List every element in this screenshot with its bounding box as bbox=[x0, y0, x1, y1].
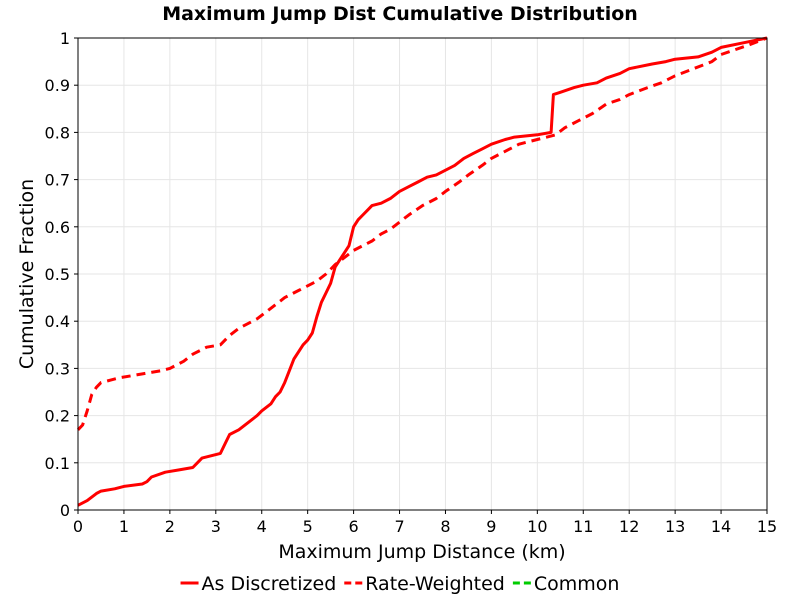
x-tick-label-8: 8 bbox=[440, 517, 450, 536]
x-tick-label-10: 10 bbox=[527, 517, 547, 536]
x-tick-label-2: 2 bbox=[165, 517, 175, 536]
chart-title: Maximum Jump Dist Cumulative Distributio… bbox=[162, 3, 638, 25]
y-tick-label-1: 0.1 bbox=[45, 454, 70, 473]
x-tick-label-7: 7 bbox=[394, 517, 404, 536]
x-tick-label-9: 9 bbox=[486, 517, 496, 536]
y-tick-label-2: 0.2 bbox=[45, 407, 70, 426]
y-tick-label-5: 0.5 bbox=[45, 265, 70, 284]
series-line-2 bbox=[76, 36, 768, 431]
x-tick-label-4: 4 bbox=[257, 517, 267, 536]
x-axis-label: Maximum Jump Distance (km) bbox=[278, 541, 565, 563]
x-tick-label-3: 3 bbox=[211, 517, 221, 536]
legend-label-1: As Discretized bbox=[202, 573, 337, 595]
series-layer bbox=[76, 36, 768, 507]
x-tick-label-6: 6 bbox=[349, 517, 359, 536]
y-tick-label-10: 1 bbox=[60, 29, 70, 48]
x-tick-label-13: 13 bbox=[665, 517, 685, 536]
x-tick-label-0: 0 bbox=[73, 517, 83, 536]
series-line-1 bbox=[77, 36, 768, 507]
x-tick-label-1: 1 bbox=[119, 517, 129, 536]
y-tick-label-4: 0.4 bbox=[45, 312, 70, 331]
x-axis: 0 1 2 3 4 5 6 7 8 9 10 11 12 13 14 15 bbox=[73, 510, 777, 536]
y-axis: 0 0.1 0.2 0.3 0.4 0.5 0.6 0.7 0.8 0.9 1 bbox=[45, 29, 78, 520]
y-tick-label-6: 0.6 bbox=[45, 218, 70, 237]
y-tick-label-8: 0.8 bbox=[45, 123, 70, 142]
x-tick-label-11: 11 bbox=[573, 517, 593, 536]
x-tick-label-5: 5 bbox=[303, 517, 313, 536]
y-axis-label: Cumulative Fraction bbox=[16, 179, 38, 369]
legend-label-3: Common bbox=[534, 573, 620, 595]
y-tick-label-3: 0.3 bbox=[45, 359, 70, 378]
legend: As Discretized Rate-Weighted Common bbox=[180, 573, 620, 595]
y-tick-label-9: 0.9 bbox=[45, 76, 70, 95]
y-tick-label-7: 0.7 bbox=[45, 171, 70, 190]
legend-label-2: Rate-Weighted bbox=[365, 573, 505, 595]
x-tick-label-14: 14 bbox=[711, 517, 731, 536]
x-tick-label-15: 15 bbox=[757, 517, 777, 536]
grid bbox=[77, 37, 768, 511]
x-tick-label-12: 12 bbox=[619, 517, 639, 536]
y-tick-label-0: 0 bbox=[60, 501, 70, 520]
